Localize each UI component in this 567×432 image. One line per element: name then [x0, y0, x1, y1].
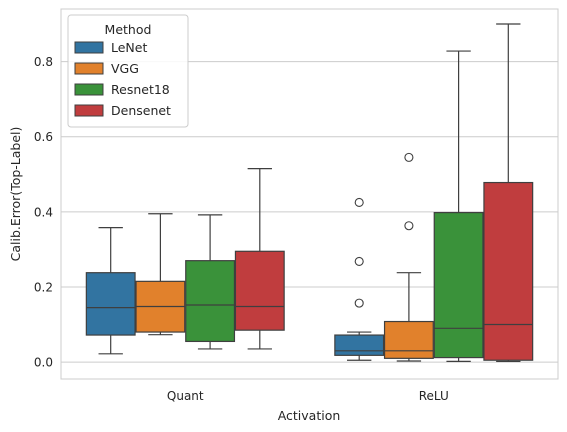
box-iqr: [185, 260, 236, 343]
box-lenet-relu: [334, 197, 385, 361]
outlier-point: [354, 197, 364, 208]
legend-swatch-lenet: [74, 41, 104, 54]
x-tick-label-relu: ReLU: [419, 389, 449, 403]
box-densenet-relu: [483, 23, 534, 362]
box-iqr: [483, 181, 534, 361]
box-vgg-relu: [383, 152, 434, 362]
legend-label-resnet18: Resnet18: [111, 82, 170, 97]
legend-swatch-vgg: [74, 62, 104, 75]
legend-label-lenet: LeNet: [111, 40, 147, 55]
legend: Method LeNet VGG Resnet18 Densenet: [67, 14, 189, 128]
legend-swatch-resnet18: [74, 83, 104, 96]
x-tick-label-quant: Quant: [167, 389, 204, 403]
boxes-layer: [85, 23, 534, 362]
box-iqr: [433, 211, 484, 359]
box-iqr: [85, 272, 136, 336]
box-lenet-quant: [85, 227, 136, 355]
legend-label-vgg: VGG: [111, 61, 139, 76]
plot-frame: [60, 8, 559, 380]
y-tick-label: 0.6: [34, 130, 53, 144]
box-iqr: [234, 250, 285, 331]
box-vgg-quant: [135, 213, 186, 336]
outlier-point: [354, 298, 364, 308]
y-tick-label: 0.4: [34, 205, 53, 219]
x-tick-labels: Quant ReLU: [167, 389, 449, 403]
box-resnet18-quant: [185, 214, 236, 350]
outlier-point: [404, 152, 414, 162]
y-tick-label: 0.2: [34, 280, 53, 294]
box-iqr: [383, 320, 434, 359]
outlier-point: [404, 221, 414, 231]
x-axis-label: Activation: [278, 408, 341, 423]
y-axis-label: Calib.Error(Top-Label): [8, 127, 23, 262]
box-iqr: [334, 334, 385, 356]
box-resnet18-relu: [433, 50, 484, 362]
y-tick-label: 0.8: [34, 55, 53, 69]
outlier-point: [354, 256, 364, 266]
y-tick-label: 0.0: [34, 356, 53, 370]
legend-swatch-densenet: [74, 104, 104, 117]
legend-label-densenet: Densenet: [111, 103, 171, 118]
box-densenet-quant: [234, 168, 285, 350]
y-tick-labels: 0.0 0.2 0.4 0.6 0.8: [34, 55, 53, 370]
legend-title: Method: [105, 22, 152, 37]
